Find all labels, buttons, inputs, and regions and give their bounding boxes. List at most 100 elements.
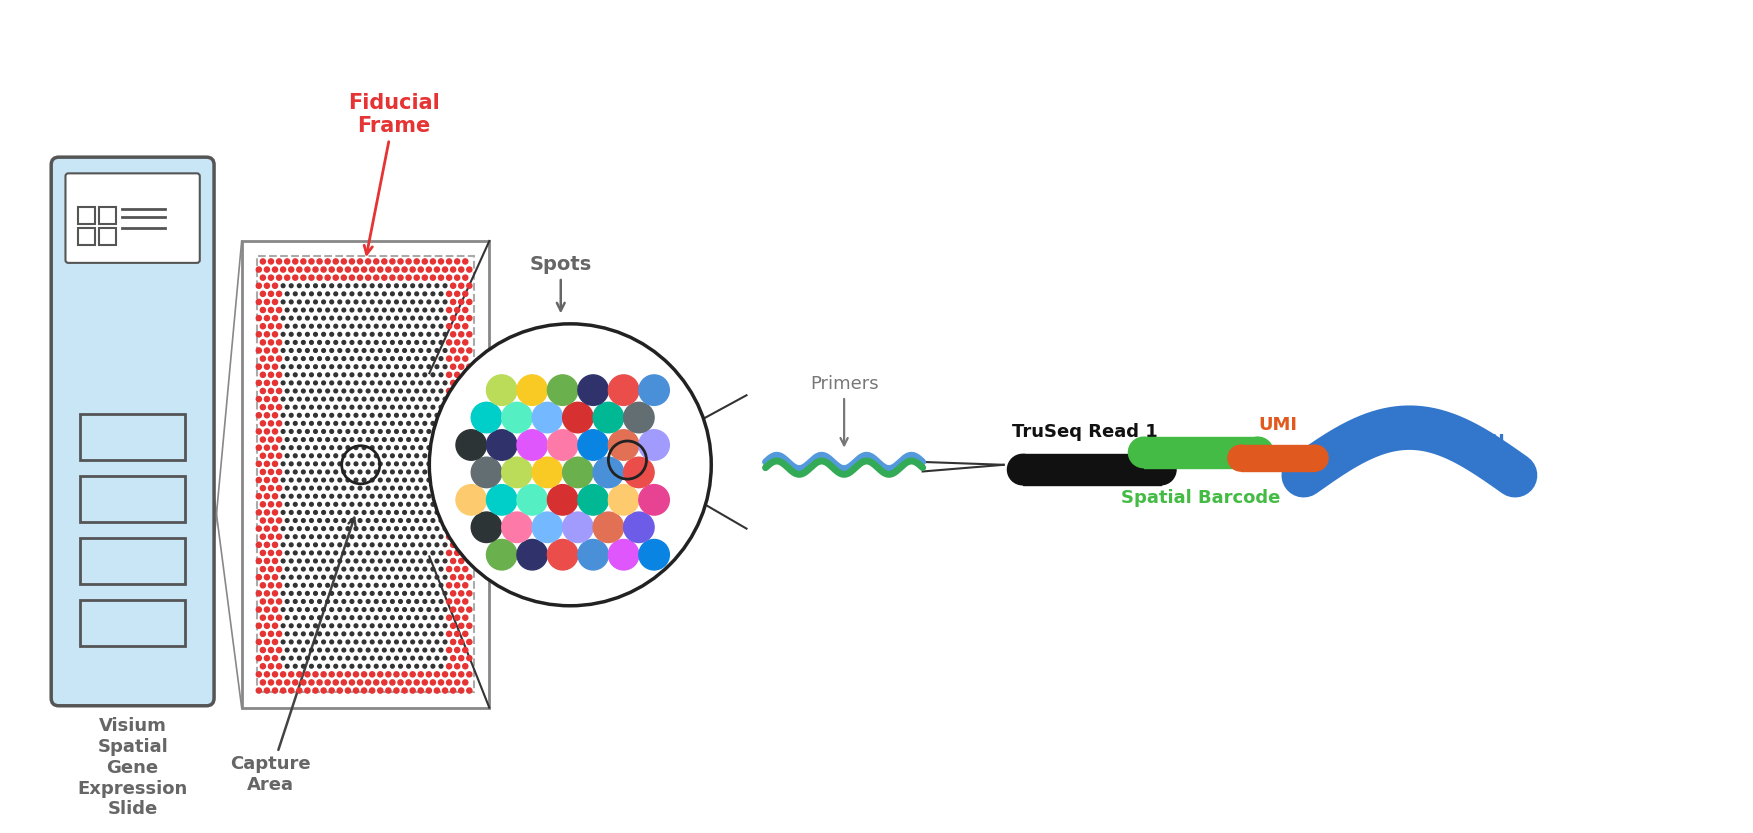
Circle shape — [342, 470, 345, 474]
Circle shape — [415, 502, 419, 506]
Circle shape — [370, 300, 373, 304]
Circle shape — [363, 300, 366, 304]
Circle shape — [403, 576, 407, 579]
Circle shape — [370, 413, 373, 417]
Circle shape — [447, 583, 452, 588]
Circle shape — [259, 615, 265, 621]
Circle shape — [289, 365, 293, 368]
Circle shape — [280, 576, 286, 579]
Circle shape — [280, 349, 286, 352]
Circle shape — [323, 349, 326, 352]
Circle shape — [256, 461, 261, 466]
Circle shape — [444, 624, 447, 627]
Circle shape — [354, 688, 359, 693]
Circle shape — [391, 308, 394, 312]
Circle shape — [366, 535, 370, 539]
Circle shape — [440, 519, 444, 522]
Circle shape — [314, 591, 317, 596]
Circle shape — [435, 576, 438, 579]
Circle shape — [394, 300, 398, 304]
Circle shape — [326, 616, 330, 620]
Circle shape — [419, 413, 422, 417]
Circle shape — [302, 632, 305, 636]
Circle shape — [333, 292, 338, 296]
Circle shape — [280, 267, 286, 272]
Circle shape — [296, 671, 302, 677]
Circle shape — [326, 373, 330, 377]
Circle shape — [415, 648, 419, 652]
Circle shape — [389, 680, 394, 685]
Circle shape — [435, 267, 440, 272]
Circle shape — [379, 430, 382, 433]
Circle shape — [447, 534, 452, 539]
Circle shape — [398, 486, 403, 490]
Circle shape — [638, 375, 670, 406]
Circle shape — [415, 616, 419, 620]
Circle shape — [345, 608, 351, 611]
Circle shape — [466, 591, 472, 596]
Circle shape — [354, 397, 358, 401]
Circle shape — [382, 535, 386, 539]
Circle shape — [293, 292, 296, 296]
Circle shape — [394, 349, 398, 352]
Circle shape — [366, 470, 370, 474]
Circle shape — [272, 656, 277, 661]
Circle shape — [293, 437, 296, 441]
Circle shape — [398, 421, 403, 425]
Circle shape — [338, 446, 342, 450]
Circle shape — [386, 284, 391, 287]
Circle shape — [345, 591, 351, 596]
Circle shape — [382, 567, 386, 571]
Circle shape — [403, 349, 407, 352]
Bar — [258, 257, 473, 692]
Circle shape — [317, 535, 321, 539]
Circle shape — [440, 502, 444, 506]
Circle shape — [289, 526, 293, 531]
Circle shape — [410, 559, 414, 563]
Circle shape — [323, 640, 326, 644]
Circle shape — [286, 324, 289, 328]
Circle shape — [317, 583, 321, 587]
Circle shape — [302, 454, 305, 457]
Circle shape — [394, 267, 400, 272]
Circle shape — [398, 308, 403, 312]
Circle shape — [363, 413, 366, 417]
Circle shape — [451, 688, 456, 693]
Circle shape — [444, 526, 447, 531]
Circle shape — [338, 397, 342, 401]
Circle shape — [419, 462, 422, 466]
Circle shape — [351, 486, 354, 490]
Circle shape — [342, 357, 345, 361]
Circle shape — [466, 429, 472, 434]
Circle shape — [326, 535, 330, 539]
Circle shape — [422, 648, 426, 652]
Circle shape — [382, 600, 386, 603]
Circle shape — [422, 406, 426, 409]
Circle shape — [370, 640, 373, 644]
Circle shape — [302, 665, 305, 668]
Circle shape — [354, 559, 358, 563]
Circle shape — [451, 412, 456, 418]
Circle shape — [370, 591, 373, 596]
Circle shape — [317, 486, 321, 490]
Circle shape — [280, 462, 286, 466]
Circle shape — [366, 373, 370, 377]
Circle shape — [286, 357, 289, 361]
Circle shape — [419, 267, 422, 272]
Circle shape — [293, 648, 296, 652]
Circle shape — [407, 502, 410, 506]
Circle shape — [268, 631, 273, 636]
Circle shape — [286, 454, 289, 457]
Circle shape — [302, 551, 305, 555]
Circle shape — [366, 680, 370, 685]
Circle shape — [394, 365, 398, 368]
Circle shape — [431, 567, 435, 571]
Circle shape — [358, 275, 363, 280]
Circle shape — [317, 470, 321, 474]
Circle shape — [363, 591, 366, 596]
Circle shape — [410, 478, 414, 482]
Circle shape — [451, 640, 456, 645]
Circle shape — [333, 486, 338, 490]
Circle shape — [451, 671, 456, 677]
Circle shape — [342, 519, 345, 522]
